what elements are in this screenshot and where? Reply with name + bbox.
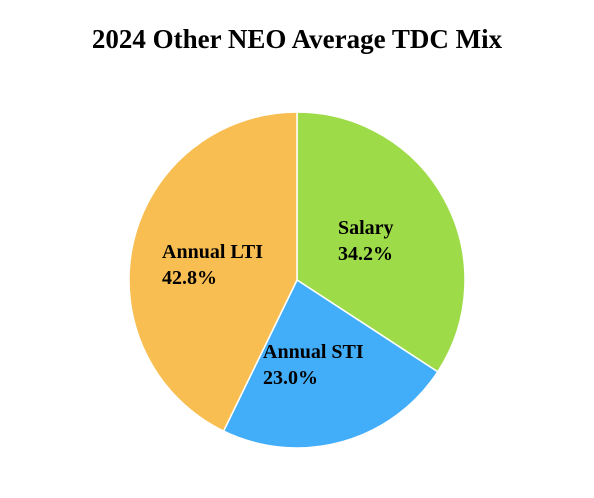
slice-label-annual-lti: Annual LTI — [162, 241, 263, 263]
slice-value-annual-lti: 42.8% — [162, 267, 217, 289]
slice-value-salary: 34.2% — [338, 243, 393, 265]
chart-title: 2024 Other NEO Average TDC Mix — [91, 24, 503, 54]
slice-label-salary: Salary — [338, 217, 394, 239]
pie-slice-annual-lti — [128, 111, 298, 433]
slice-value-annual-sti: 23.0% — [263, 367, 318, 389]
slice-label-annual-sti: Annual STI — [263, 341, 364, 363]
